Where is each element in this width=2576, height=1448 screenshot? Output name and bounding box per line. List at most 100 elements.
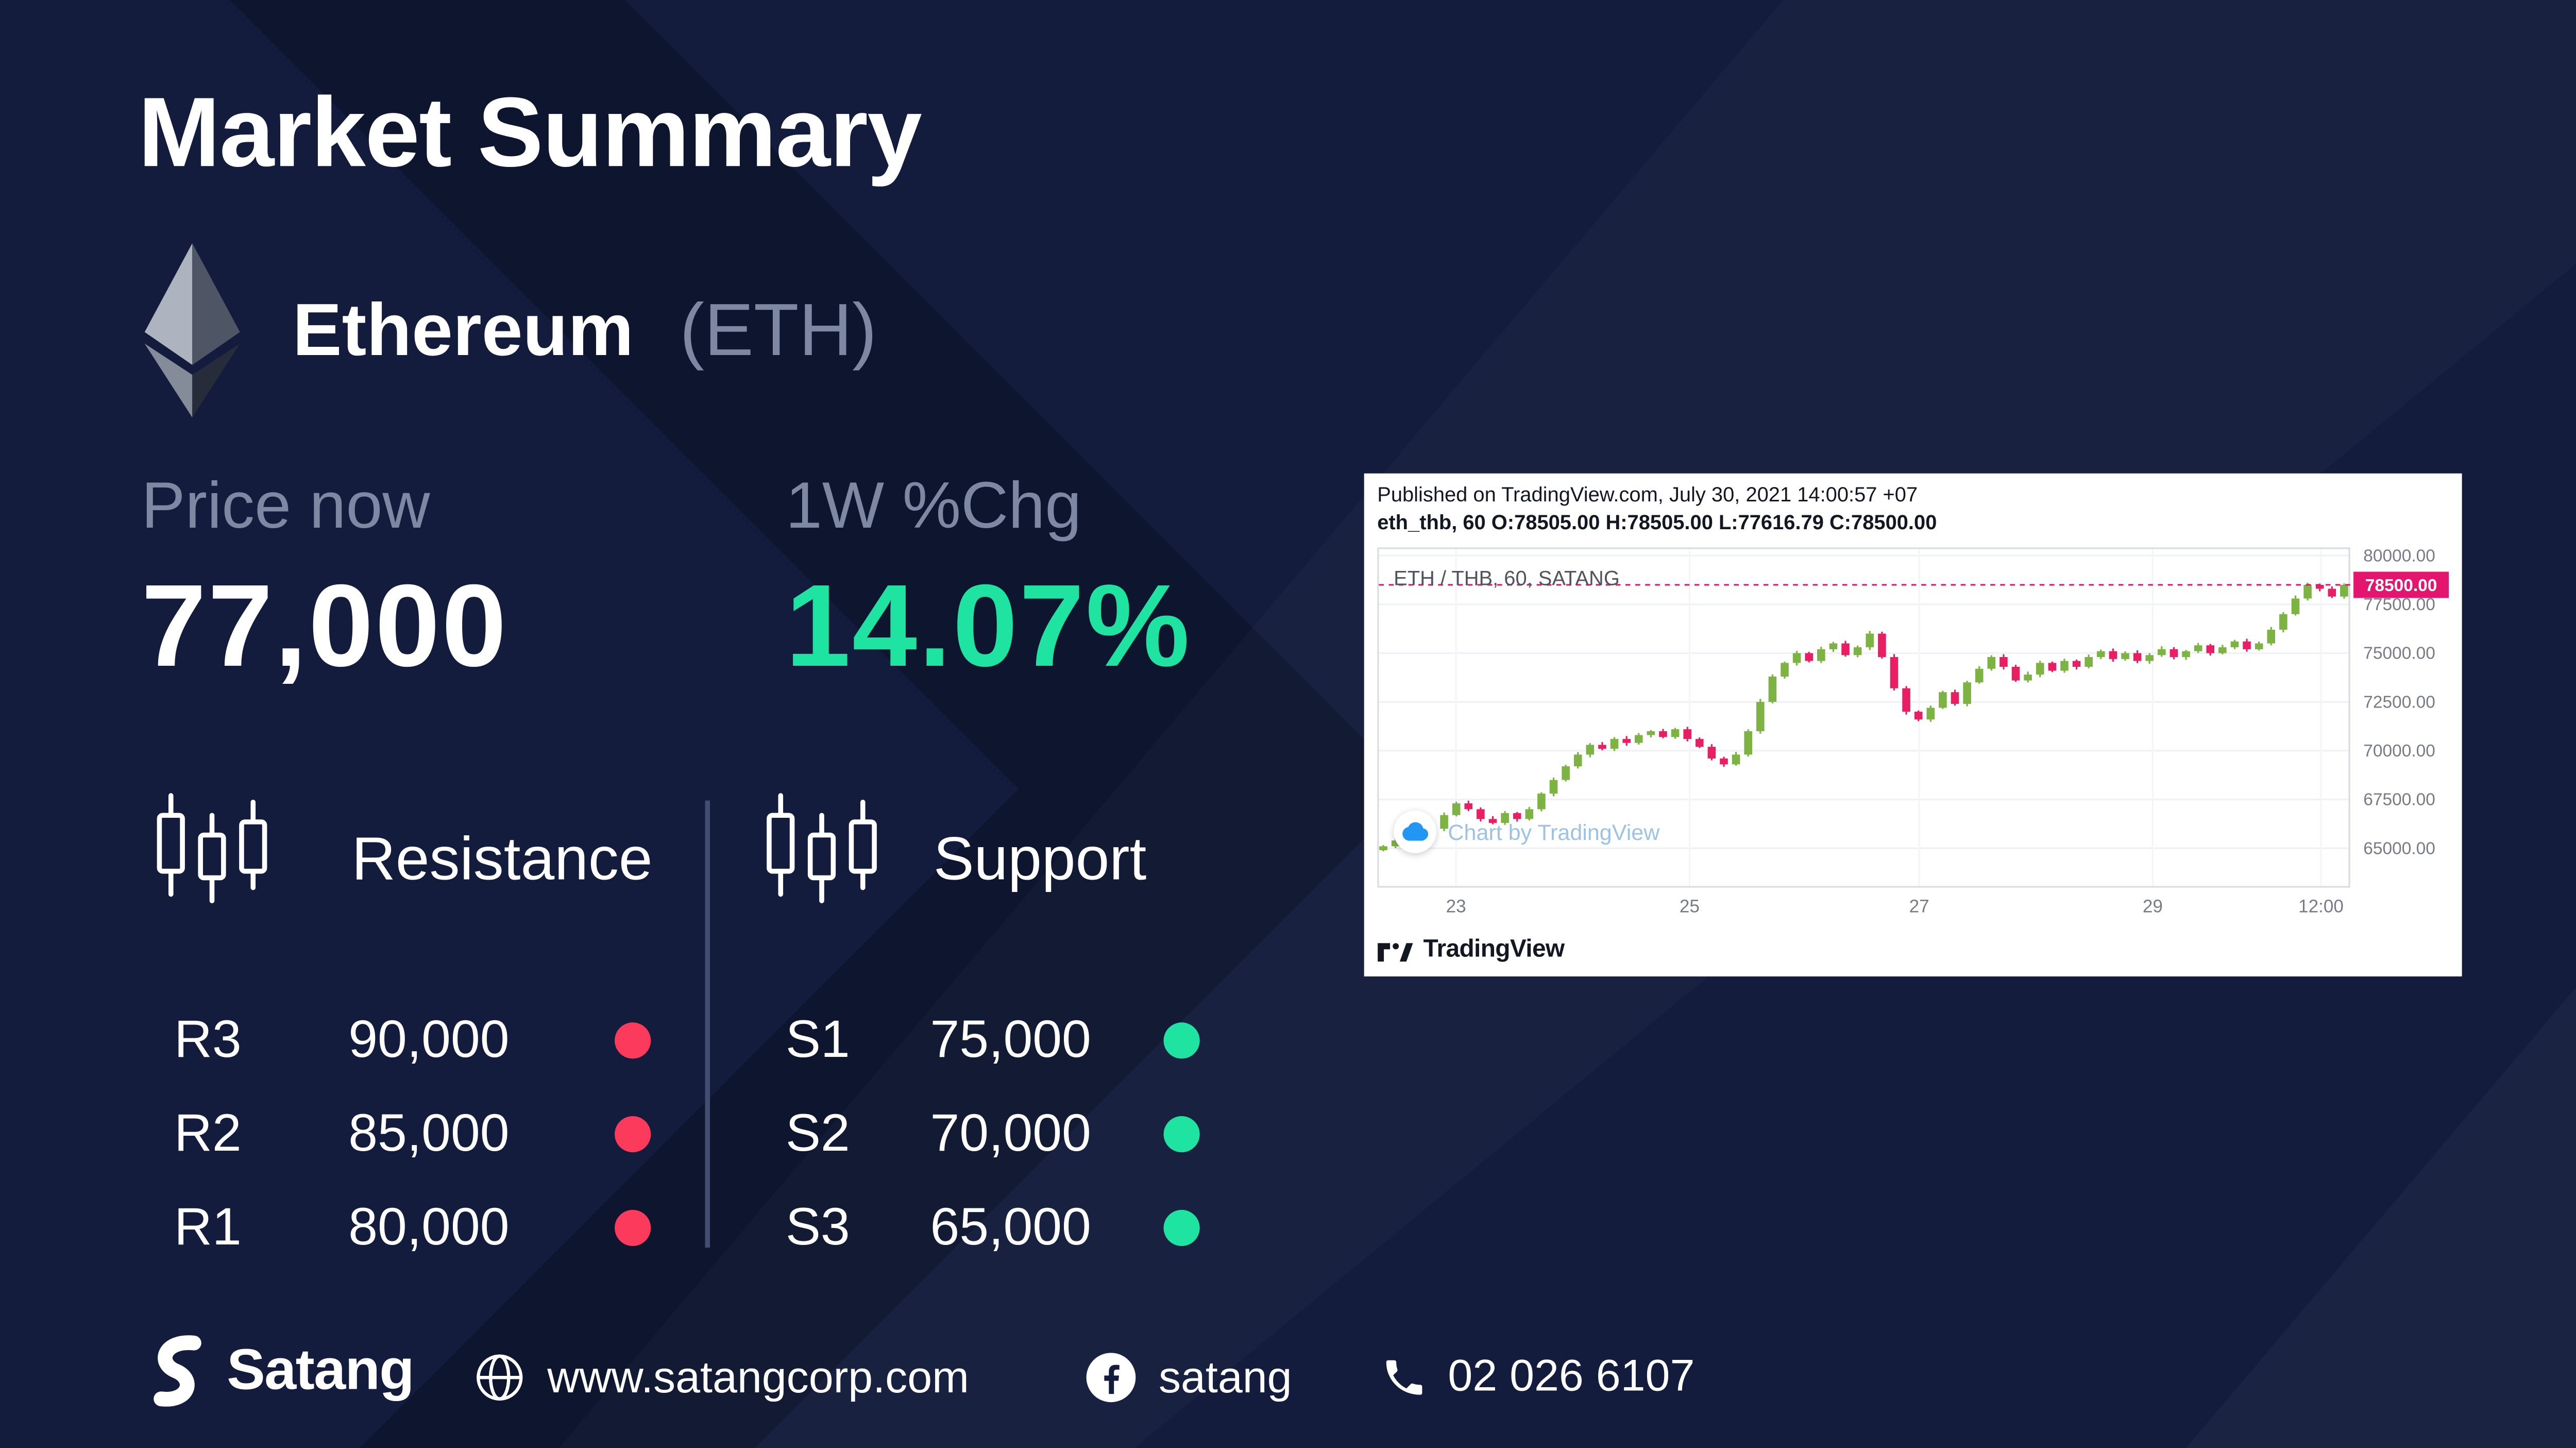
- candle: [2158, 646, 2166, 657]
- x-axis-label: 23: [1446, 896, 1466, 916]
- candle: [2060, 659, 2069, 673]
- candle: [1926, 705, 1935, 722]
- price-now-label: Price now: [141, 470, 430, 543]
- candle: [1829, 642, 1838, 652]
- candle: [1464, 800, 1473, 812]
- resistance-table: R3 90,000 R2 85,000 R1 80,000: [174, 993, 651, 1274]
- candle: [1963, 681, 1971, 706]
- resistance-title: Resistance: [351, 825, 653, 893]
- candle: [2133, 650, 2142, 663]
- website-link[interactable]: www.satangcorp.com: [473, 1351, 969, 1404]
- candle: [1792, 651, 1801, 666]
- level-label: R1: [174, 1197, 242, 1256]
- candle: [1634, 733, 1643, 745]
- resistance-dot: [615, 1115, 651, 1152]
- candle: [1878, 631, 1886, 659]
- tradingview-logo-text: TradingView: [1423, 935, 1565, 964]
- candle: [1939, 691, 1947, 709]
- candle: [1720, 756, 1728, 767]
- candle: [1452, 801, 1461, 817]
- candle: [2048, 661, 2057, 672]
- candle: [2182, 650, 2190, 660]
- price-chart: 80000.00 77500.00 75000.00 72500.00 70000.00…: [1377, 547, 2449, 916]
- candle: [1659, 729, 1667, 738]
- candle: [1610, 737, 1619, 751]
- y-axis-label: 77500.00: [2363, 595, 2435, 614]
- candle: [1951, 689, 1959, 706]
- page-title: Market Summary: [138, 77, 922, 188]
- level-value: 80,000: [348, 1197, 510, 1256]
- candle: [1671, 728, 1680, 739]
- candle: [2170, 647, 2178, 660]
- price-now-stat: Price now 77,000: [141, 470, 508, 694]
- y-axis-label: 65000.00: [2363, 839, 2435, 858]
- candle: [2340, 583, 2348, 599]
- candle: [1647, 730, 1655, 738]
- candle: [1841, 641, 1850, 657]
- level-value: 75,000: [930, 1009, 1091, 1069]
- level-value: 70,000: [930, 1103, 1091, 1163]
- y-axis-label: 80000.00: [2363, 547, 2435, 565]
- candle: [1379, 845, 1387, 852]
- candle: [2328, 586, 2336, 598]
- support-dot: [1163, 1115, 1200, 1152]
- candle: [2255, 642, 2263, 651]
- week-change-value: 14.07%: [785, 562, 1192, 692]
- candle: [1598, 742, 1606, 751]
- table-row: R1 80,000: [174, 1180, 651, 1274]
- y-axis-label: 70000.00: [2363, 742, 2435, 761]
- tradingview-cloud-icon: [1394, 810, 1437, 853]
- candle: [1695, 737, 1704, 748]
- candle: [2267, 627, 2276, 646]
- candle: [1732, 751, 1740, 766]
- watermark-label: Chart by TradingView: [1448, 819, 1660, 845]
- candle: [1805, 651, 1814, 663]
- candle: [1562, 765, 1570, 782]
- candle: [2279, 612, 2287, 632]
- resistance-dot: [615, 1021, 651, 1058]
- candle: [2230, 639, 2239, 649]
- candle: [2024, 671, 2032, 683]
- candle: [1477, 807, 1485, 822]
- candle: [1817, 647, 1825, 663]
- candle: [1683, 727, 1691, 742]
- candle: [1975, 666, 1984, 684]
- y-axis-label: 67500.00: [2363, 790, 2435, 810]
- asset-name: Ethereum: [292, 288, 634, 372]
- facebook-link[interactable]: satang: [1084, 1351, 1292, 1404]
- tradingview-chart-panel: Published on TradingView.com, July 30, 2…: [1364, 473, 2462, 976]
- candle: [1756, 699, 1765, 734]
- website-text: www.satangcorp.com: [547, 1352, 969, 1402]
- tradingview-watermark-link[interactable]: Chart by TradingView: [1394, 810, 1660, 853]
- week-change-stat: 1W %Chg 14.07%: [786, 470, 1191, 694]
- candle: [1987, 655, 1996, 671]
- svg-text:78500.00: 78500.00: [2365, 576, 2437, 595]
- candle: [1525, 807, 1534, 821]
- phone-number: 02 026 6107: [1448, 1351, 1695, 1401]
- table-row: S1 75,000: [786, 993, 1200, 1087]
- level-label: R2: [174, 1103, 242, 1163]
- candlestick-icon: [157, 793, 267, 903]
- support-dot: [1163, 1209, 1200, 1245]
- resistance-dot: [615, 1209, 651, 1245]
- globe-icon: [477, 1354, 523, 1401]
- phone-link[interactable]: 02 026 6107: [1381, 1351, 1695, 1402]
- level-value: 65,000: [930, 1197, 1091, 1256]
- x-axis-label: 29: [2143, 896, 2163, 916]
- candle: [2206, 644, 2215, 656]
- ethereum-logo-icon: [144, 243, 240, 418]
- table-row: R2 85,000: [174, 1087, 651, 1181]
- candle: [2072, 659, 2081, 670]
- candle: [2243, 638, 2251, 652]
- tradingview-logo-link[interactable]: TradingView: [1377, 935, 1565, 964]
- facebook-handle: satang: [1158, 1352, 1292, 1402]
- level-label: R3: [174, 1009, 242, 1069]
- support-dot: [1163, 1021, 1200, 1058]
- last-price-badge: [2353, 571, 2449, 598]
- candle: [2084, 654, 2093, 668]
- candle: [2121, 651, 2129, 661]
- chart-published-line: Published on TradingView.com, July 30, 2…: [1377, 483, 1918, 507]
- candle: [2036, 661, 2044, 678]
- y-axis-label: 72500.00: [2363, 693, 2435, 712]
